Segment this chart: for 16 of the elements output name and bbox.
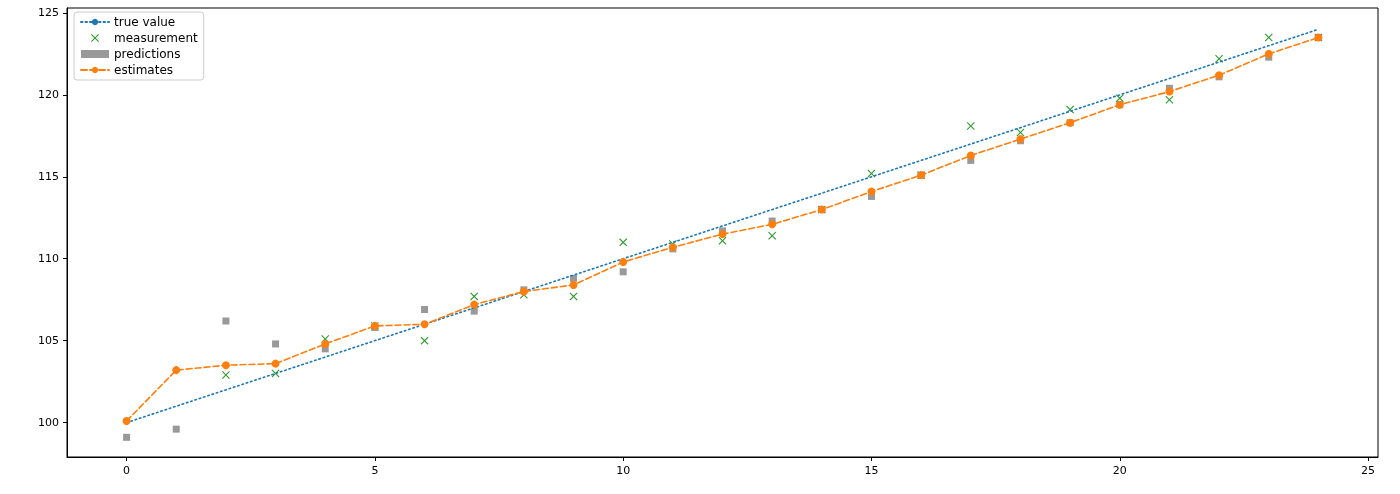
legend-label: predictions — [114, 47, 181, 61]
y-tick-label: 105 — [38, 334, 59, 348]
legend-label: true value — [114, 15, 176, 29]
x-tick-label: 0 — [123, 464, 131, 477]
y-tick-label: 125 — [38, 6, 59, 20]
y-tick-label: 100 — [38, 416, 59, 430]
y-tick-label: 115 — [38, 170, 59, 184]
x-tick-label: 10 — [616, 464, 631, 477]
legend-label: estimates — [114, 63, 174, 77]
x-tick-label: 25 — [1361, 464, 1376, 477]
legend-label: measurement — [114, 31, 199, 45]
y-tick-label: 110 — [38, 252, 59, 266]
y-tick-label: 120 — [38, 88, 59, 102]
x-tick-label: 15 — [864, 464, 879, 477]
x-tick-label: 5 — [371, 464, 379, 477]
x-tick-label: 20 — [1112, 464, 1127, 477]
